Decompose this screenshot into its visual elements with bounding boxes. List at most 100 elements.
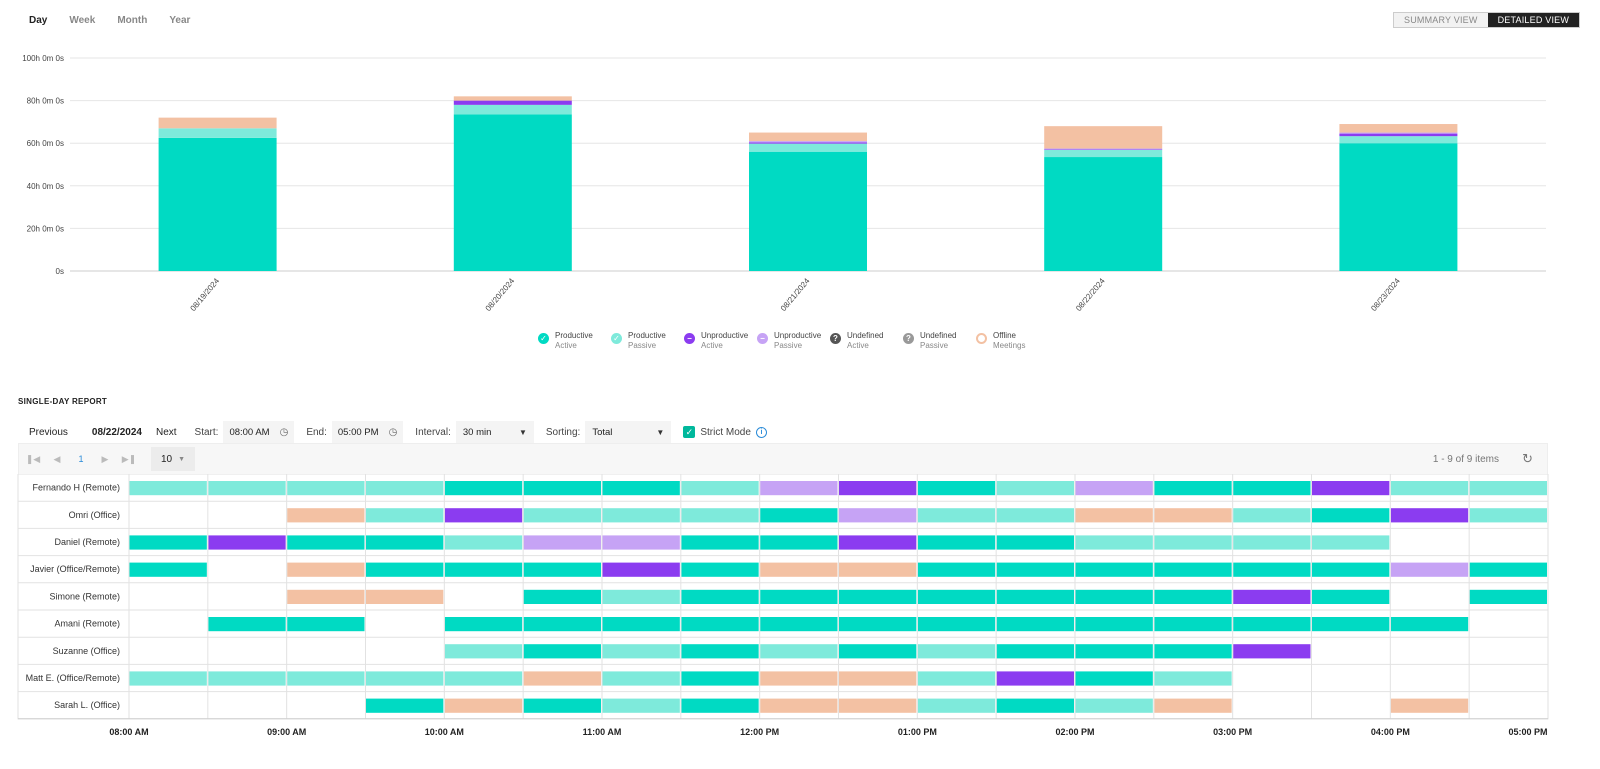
activity-slot-productive-passive[interactable] bbox=[1233, 535, 1311, 550]
activity-slot-unproductive-passive[interactable] bbox=[760, 481, 838, 496]
activity-slot-productive-passive[interactable] bbox=[1154, 671, 1232, 686]
activity-slot-productive-active[interactable] bbox=[1233, 562, 1311, 577]
bar-segment-unproductive-passive[interactable] bbox=[749, 141, 867, 143]
tab-year[interactable]: Year bbox=[169, 15, 191, 26]
activity-slot-productive-passive[interactable] bbox=[366, 508, 444, 523]
activity-slot-productive-active[interactable] bbox=[996, 589, 1074, 604]
activity-slot-productive-active[interactable] bbox=[1075, 617, 1153, 632]
activity-slot-productive-passive[interactable] bbox=[366, 481, 444, 496]
activity-slot-productive-active[interactable] bbox=[996, 535, 1074, 550]
activity-slot-unproductive-passive[interactable] bbox=[1390, 562, 1469, 577]
activity-slot-productive-active[interactable] bbox=[1154, 617, 1232, 632]
activity-slot-productive-passive[interactable] bbox=[917, 671, 996, 686]
activity-slot-productive-active[interactable] bbox=[208, 617, 286, 632]
activity-slot-productive-active[interactable] bbox=[760, 535, 838, 550]
activity-slot-offline-meetings[interactable] bbox=[287, 508, 365, 523]
activity-slot-productive-active[interactable] bbox=[1075, 671, 1153, 686]
activity-slot-productive-passive[interactable] bbox=[1390, 481, 1469, 496]
activity-slot-productive-active[interactable] bbox=[1469, 562, 1547, 577]
activity-slot-unproductive-active[interactable] bbox=[444, 508, 523, 523]
bar-segment-productive-passive[interactable] bbox=[158, 128, 277, 138]
activity-slot-productive-passive[interactable] bbox=[129, 481, 207, 496]
activity-slot-productive-passive[interactable] bbox=[602, 671, 680, 686]
bar-segment-productive-active[interactable] bbox=[158, 137, 277, 271]
activity-slot-productive-active[interactable] bbox=[1312, 589, 1390, 604]
start-time-picker[interactable]: 08:00 AM ◷ bbox=[223, 421, 295, 443]
activity-slot-productive-passive[interactable] bbox=[917, 508, 996, 523]
next-page-icon[interactable]: ▶ bbox=[101, 453, 109, 464]
activity-slot-productive-active[interactable] bbox=[681, 562, 759, 577]
legend-item-offline-meetings[interactable]: Offline Meetings bbox=[976, 331, 1049, 351]
activity-slot-offline-meetings[interactable] bbox=[839, 698, 917, 713]
activity-slot-productive-passive[interactable] bbox=[602, 698, 680, 713]
tab-month[interactable]: Month bbox=[117, 15, 148, 26]
activity-slot-productive-active[interactable] bbox=[602, 481, 680, 496]
activity-slot-productive-active[interactable] bbox=[366, 535, 444, 550]
activity-slot-productive-active[interactable] bbox=[1312, 508, 1390, 523]
activity-slot-offline-meetings[interactable] bbox=[760, 562, 838, 577]
activity-slot-productive-passive[interactable] bbox=[917, 698, 996, 713]
activity-slot-productive-active[interactable] bbox=[917, 562, 996, 577]
activity-slot-productive-active[interactable] bbox=[681, 535, 759, 550]
activity-slot-productive-passive[interactable] bbox=[366, 671, 444, 686]
page-number[interactable]: 1 bbox=[78, 454, 84, 464]
bar-segment-unproductive-active[interactable] bbox=[1339, 133, 1458, 137]
strict-mode-checkbox[interactable]: ✓ bbox=[683, 426, 696, 438]
activity-slot-productive-active[interactable] bbox=[1075, 562, 1153, 577]
activity-slot-productive-passive[interactable] bbox=[1075, 535, 1153, 550]
page-size-select[interactable]: 10 ▼ bbox=[151, 447, 196, 471]
activity-slot-productive-active[interactable] bbox=[1312, 562, 1390, 577]
tab-week[interactable]: Week bbox=[69, 15, 96, 26]
activity-slot-offline-meetings[interactable] bbox=[839, 562, 917, 577]
activity-slot-productive-active[interactable] bbox=[523, 589, 601, 604]
interval-select[interactable]: 30 min ▼ bbox=[455, 421, 534, 443]
activity-slot-productive-passive[interactable] bbox=[1469, 508, 1547, 523]
bar-segment-productive-active[interactable] bbox=[1044, 157, 1163, 271]
activity-slot-productive-active[interactable] bbox=[287, 535, 365, 550]
legend-item-undefined-passive[interactable]: ? Undefined Passive bbox=[903, 331, 976, 351]
activity-slot-productive-passive[interactable] bbox=[602, 644, 680, 659]
activity-slot-productive-active[interactable] bbox=[523, 562, 601, 577]
bar-segment-unproductive-passive[interactable] bbox=[1044, 148, 1163, 150]
activity-slot-offline-meetings[interactable] bbox=[287, 562, 365, 577]
activity-slot-productive-active[interactable] bbox=[523, 617, 601, 632]
bar-segment-productive-passive[interactable] bbox=[453, 104, 572, 115]
activity-slot-unproductive-active[interactable] bbox=[1390, 508, 1469, 523]
info-icon[interactable]: i bbox=[755, 426, 767, 438]
activity-slot-productive-active[interactable] bbox=[681, 698, 759, 713]
activity-slot-productive-active[interactable] bbox=[1233, 481, 1311, 496]
activity-slot-productive-active[interactable] bbox=[996, 644, 1074, 659]
activity-slot-productive-passive[interactable] bbox=[129, 671, 207, 686]
activity-slot-productive-active[interactable] bbox=[1312, 617, 1390, 632]
activity-slot-productive-active[interactable] bbox=[1233, 617, 1311, 632]
legend-item-productive-active[interactable]: ✓ Productive Active bbox=[538, 331, 611, 351]
activity-slot-productive-active[interactable] bbox=[287, 617, 365, 632]
activity-slot-productive-passive[interactable] bbox=[444, 644, 523, 659]
bar-segment-offline-meetings[interactable] bbox=[158, 117, 277, 129]
activity-slot-unproductive-active[interactable] bbox=[996, 671, 1074, 686]
activity-slot-productive-passive[interactable] bbox=[208, 671, 286, 686]
activity-slot-productive-passive[interactable] bbox=[1312, 535, 1390, 550]
activity-slot-productive-active[interactable] bbox=[1154, 562, 1232, 577]
bar-segment-unproductive-active[interactable] bbox=[1044, 149, 1163, 150]
activity-slot-productive-passive[interactable] bbox=[681, 481, 759, 496]
bar-segment-offline-meetings[interactable] bbox=[1339, 124, 1458, 133]
activity-slot-unproductive-active[interactable] bbox=[839, 481, 917, 496]
activity-slot-productive-passive[interactable] bbox=[208, 481, 286, 496]
activity-slot-productive-passive[interactable] bbox=[444, 535, 523, 550]
activity-slot-offline-meetings[interactable] bbox=[366, 589, 444, 604]
bar-segment-unproductive-passive[interactable] bbox=[1339, 132, 1458, 134]
end-time-picker[interactable]: 05:00 PM ◷ bbox=[331, 421, 404, 443]
activity-slot-offline-meetings[interactable] bbox=[839, 671, 917, 686]
activity-slot-productive-active[interactable] bbox=[839, 617, 917, 632]
activity-slot-offline-meetings[interactable] bbox=[523, 671, 601, 686]
activity-slot-productive-active[interactable] bbox=[996, 698, 1074, 713]
bar-segment-productive-passive[interactable] bbox=[1339, 136, 1458, 144]
activity-slot-productive-active[interactable] bbox=[839, 589, 917, 604]
last-page-icon[interactable]: ▶❚ bbox=[121, 453, 137, 464]
next-button[interactable]: Next bbox=[155, 426, 177, 438]
activity-slot-productive-active[interactable] bbox=[839, 644, 917, 659]
activity-slot-productive-active[interactable] bbox=[760, 508, 838, 523]
activity-slot-unproductive-passive[interactable] bbox=[602, 535, 680, 550]
activity-slot-productive-passive[interactable] bbox=[996, 508, 1074, 523]
